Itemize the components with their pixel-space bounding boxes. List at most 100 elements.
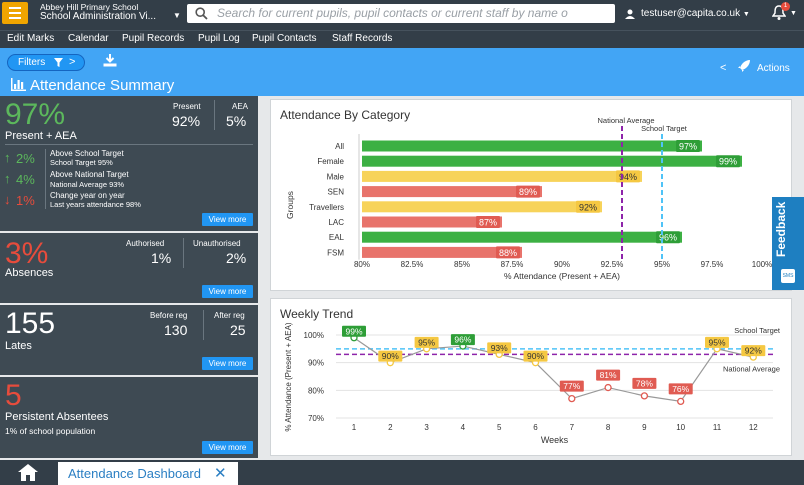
bar [362,216,502,228]
before-reg-value: 130 [164,322,188,338]
data-label-box [741,345,766,357]
actions-label: Actions [757,63,790,74]
trend-detail: National Average 93% [50,180,125,189]
tab-label: Attendance Dashboard [68,466,201,481]
persistent-absentees-detail: 1% of school population [5,426,96,436]
trend-title: Above National Target [50,170,129,179]
bar [362,140,702,152]
trend-detail: School Target 95% [50,158,113,167]
data-label: 78% [636,378,653,388]
menu-item-staff-records[interactable]: Staff Records [332,33,393,44]
search-input[interactable]: Search for current pupils, pupil contact… [187,4,615,23]
data-label: 94% [619,172,637,182]
weekly-trend-card: Weekly Trend 70% 80% 90% 100% School Target N… [270,298,792,456]
hamburger-menu-icon[interactable] [2,2,28,24]
trend-value: 1% [16,193,35,208]
filter-icon [54,58,63,67]
download-icon[interactable] [103,54,117,67]
x-tick-label: 10 [676,423,685,432]
chevron-left-icon: < [720,62,727,74]
x-tick-label: 100% [752,260,772,269]
trend-value: 2% [16,151,35,166]
persistent-absentees-value: 5 [5,379,22,412]
lates-value: 155 [5,307,56,340]
actions-button[interactable]: < Actions [720,57,790,74]
bottom-tab-bar: Attendance Dashboard ✕ [0,460,804,485]
data-label-box [676,140,700,152]
reference-line-label: National Average [598,116,655,125]
x-tick-label: 4 [461,423,466,432]
user-name: testuser@capita.co.uk [641,8,741,19]
view-more-button[interactable]: View more [202,285,253,298]
x-tick-label: 8 [606,423,611,432]
view-more-button[interactable]: View more [202,441,253,454]
feedback-tab[interactable]: Feedback SMS [772,197,804,290]
data-label: 93% [491,343,508,353]
arrow-down-icon: ↓ [4,192,11,207]
data-label: 99% [719,157,737,167]
series-line [353,337,754,403]
persistent-absentees-panel: 5 Persistent Absentees 1% of school popu… [0,377,258,458]
menu-item-calendar[interactable]: Calendar [68,33,109,44]
x-tick-label: 80% [354,260,370,269]
divider [214,100,215,130]
trend-title: Change year on year [50,191,125,200]
bar [362,201,602,213]
menu-item-edit-marks[interactable]: Edit Marks [7,33,55,44]
category-label: Travellers [309,203,344,212]
present-aea-label: Present + AEA [5,130,77,142]
home-button[interactable] [0,460,56,485]
data-label: 92% [579,202,597,212]
chart-title: Weekly Trend [280,307,354,321]
absences-panel: 3% Absences Authorised 1% Unauthorised 2… [0,233,258,303]
attendance-by-category-card: Attendance By Category All 97% Female 99% Ma… [270,99,792,291]
y-tick-label: 70% [308,414,324,423]
school-name: Abbey Hill Primary School [40,2,139,12]
unauthorised-value: 2% [226,250,247,266]
divider [5,144,253,145]
trend-detail: Last years attendance 98% [50,200,141,209]
trend-value: 4% [16,172,35,187]
menu-item-pupil-contacts[interactable]: Pupil Contacts [252,33,317,44]
chevron-down-icon: ▼ [173,11,181,20]
tab-attendance-dashboard[interactable]: Attendance Dashboard ✕ [58,462,238,485]
aea-value: 5% [226,113,247,129]
y-tick-label: 80% [308,386,324,395]
view-more-button[interactable]: View more [202,357,253,370]
present-panel: 97% Present + AEA Present 92% AEA 5% ↑ 2… [0,96,258,231]
data-label-box [632,377,657,389]
close-icon[interactable]: ✕ [214,465,227,482]
x-axis-label: % Attendance (Present + AEA) [504,271,620,281]
view-more-button[interactable]: View more [202,213,253,226]
data-point [640,392,649,400]
absences-value: 3% [5,237,49,270]
menu-item-pupil-records[interactable]: Pupil Records [122,33,185,44]
data-label-box [414,336,439,348]
data-label-box [559,380,584,392]
data-label: 87% [479,218,497,228]
x-tick-label: 6 [533,423,538,432]
search-placeholder: Search for current pupils, pupil contact… [217,6,568,20]
data-label-box [342,325,366,337]
data-label-box [516,185,540,198]
data-label: 77% [563,381,580,391]
user-menu[interactable]: testuser@capita.co.uk ▼ [625,8,750,19]
attendance-by-category-chart: All 97% Female 99% Male 94% SEN 89% Travellers 92… [285,116,772,281]
absences-label: Absences [5,267,54,279]
data-label-box [523,350,548,362]
filters-label: Filters [18,57,46,68]
data-label-box [668,383,693,395]
menu-item-pupil-log[interactable]: Pupil Log [198,33,240,44]
data-label: 95% [418,337,435,347]
data-label-box [716,155,740,168]
data-label: 89% [519,187,537,197]
user-icon [625,9,635,19]
rocket-icon [738,60,751,72]
filters-button[interactable]: Filters > [7,54,85,71]
before-reg-heading: Before reg [150,311,188,320]
data-label-box [496,246,520,259]
school-selector[interactable]: Abbey Hill Primary School School Adminis… [40,2,181,22]
bar-chart-icon [11,78,26,91]
category-label: All [335,142,344,151]
after-reg-heading: After reg [214,311,245,320]
